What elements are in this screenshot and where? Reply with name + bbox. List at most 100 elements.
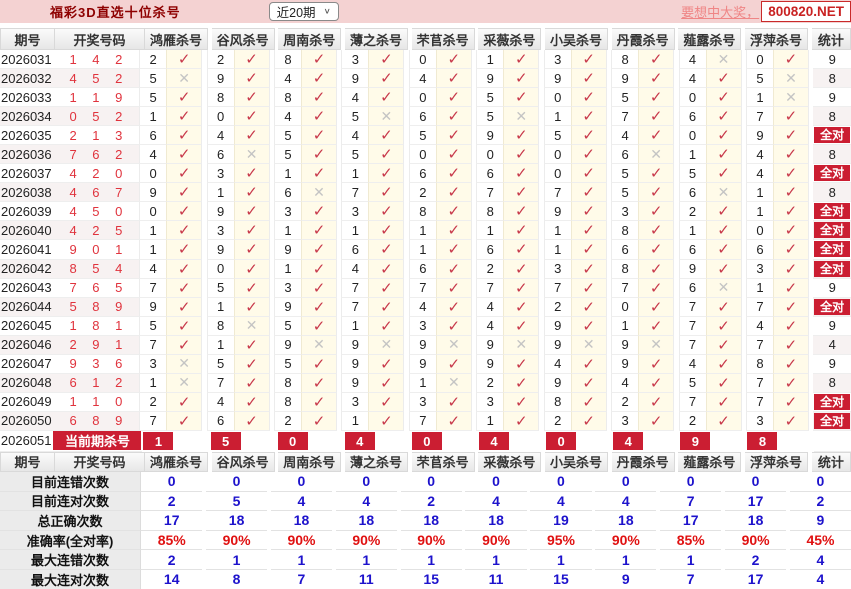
expert-group: 9 ✕ [611,335,675,355]
col-header-stat: 统计 [811,28,851,50]
promo-link[interactable]: 要想中大奖， [681,5,760,20]
kill-digit: 8 [611,221,639,241]
table-row: 2026046 2 9 1 7 ✓ 1 ✓ 9 ✕ 9 ✕ 9 ✕ 9 ✕ 9 ✕ 9 ✕ 7 ✓ 7 ✓ 4 [0,335,851,355]
kill-digit: 7 [678,297,706,317]
check-icon: ✓ [177,241,191,259]
result-cell: ✓ [233,164,270,184]
check-icon: ✓ [447,412,461,430]
check-icon: ✓ [447,203,461,221]
draw-number-cell: 8 5 4 [52,259,140,279]
current-kill-badge: 0 [411,432,442,451]
check-icon: ✓ [582,260,595,278]
result-cell: ✓ [638,278,675,298]
check-icon: ✓ [312,146,326,164]
stats-label: 准确率(全对率) [0,530,142,551]
kill-digit: 8 [611,50,639,70]
kill-digit: 7 [543,183,571,203]
cross-icon: ✕ [380,336,393,353]
kill-digit: 6 [206,145,234,165]
expert-group: 9 ✓ [476,69,540,89]
check-icon: ✓ [717,70,730,88]
check-icon: ✓ [447,127,461,145]
kill-digit: 4 [341,126,369,146]
result-cell: ✓ [435,221,472,241]
expert-group: 5 ✕ [476,107,540,127]
check-icon: ✓ [312,260,326,278]
kill-digit: 8 [745,354,773,374]
expert-group: 2 ✓ [274,411,338,431]
kill-digit: 5 [611,183,639,203]
expert-group: 0 ✓ [408,50,473,70]
result-cell: ✓ [772,392,809,412]
kill-digit: 5 [274,316,301,336]
expert-group: 7 ✓ [678,297,743,317]
expert-group: 1 ✓ [745,202,810,222]
cross-icon: ✕ [717,50,730,67]
check-icon: ✓ [380,298,393,316]
stats-value: 90% [400,531,462,551]
check-icon: ✓ [380,146,393,164]
expert-group: 6 ✓ [341,240,405,260]
expert-group: 3 ✕ [139,354,203,374]
kill-digit: 9 [745,126,773,146]
expert-group: 5 ✓ [274,316,338,336]
expert-group: 0 ✓ [408,88,473,108]
result-cell: ✕ [705,278,742,298]
stats-value: 0 [141,472,203,492]
expert-group: 9 ✓ [139,183,203,203]
result-cell: ✓ [705,107,742,127]
result-cell: ✓ [368,69,405,89]
kill-digit: 9 [543,373,571,393]
check-icon: ✓ [447,108,461,126]
check-icon: ✓ [380,317,393,335]
expert-group: 7 ✓ [476,183,540,203]
kill-digit: 1 [678,221,706,241]
current-kill-badge: 8 [747,432,778,451]
result-cell: ✓ [638,240,675,260]
kill-digit: 4 [274,69,301,89]
header-gap [607,451,612,472]
expert-group: 6 ✓ [611,240,675,260]
check-icon: ✓ [717,336,730,354]
result-cell: ✓ [368,202,405,222]
result-cell: ✓ [368,316,405,336]
stats-value: 90% [465,531,527,551]
check-icon: ✓ [582,355,595,373]
check-icon: ✓ [582,298,595,316]
kill-digit: 9 [274,297,301,317]
expert-group: 0 ✓ [745,50,810,70]
stats-label: 总正确次数 [0,511,142,531]
result-cell: ✓ [638,126,675,146]
kill-digit: 9 [543,69,571,89]
range-select-dropdown[interactable]: 近20期 ∨ [268,2,339,21]
stats-value: 11 [335,570,397,589]
check-icon: ✓ [245,89,258,107]
result-cell: ✓ [301,240,337,260]
result-cell: ✓ [570,50,607,70]
check-icon: ✓ [245,51,258,69]
check-icon: ✓ [784,260,798,278]
expert-group: 5 ✓ [206,354,271,374]
table-row: 2026043 7 6 5 7 ✓ 5 ✓ 3 ✓ 7 ✓ 7 ✓ 7 ✓ 7 ✓ 7 ✓ 6 ✕ 1 ✓ 9 [0,278,851,298]
expert-group: 9 ✓ [543,373,608,393]
expert-group: 8 ✓ [274,50,338,70]
stats-value: 4 [530,492,592,512]
expert-group: 1 ✓ [274,221,338,241]
result-cell: ✓ [233,278,270,298]
stat-cell: 8 [813,69,851,89]
kill-digit: 5 [678,164,706,184]
check-icon: ✓ [245,203,258,221]
result-cell: ✓ [301,411,337,431]
result-cell: ✕ [435,373,472,393]
kill-digit: 1 [341,221,369,241]
result-cell: ✓ [435,411,472,431]
result-cell: ✓ [772,202,809,222]
result-cell: ✓ [772,259,809,279]
site-address-box[interactable]: 800820.NET [761,1,851,22]
check-icon: ✓ [717,222,730,240]
result-cell: ✓ [435,202,472,222]
stat-cell: 8 [813,183,851,203]
period-cell: 2026041 [0,240,53,260]
check-icon: ✓ [784,51,798,69]
kill-digit: 4 [611,126,639,146]
